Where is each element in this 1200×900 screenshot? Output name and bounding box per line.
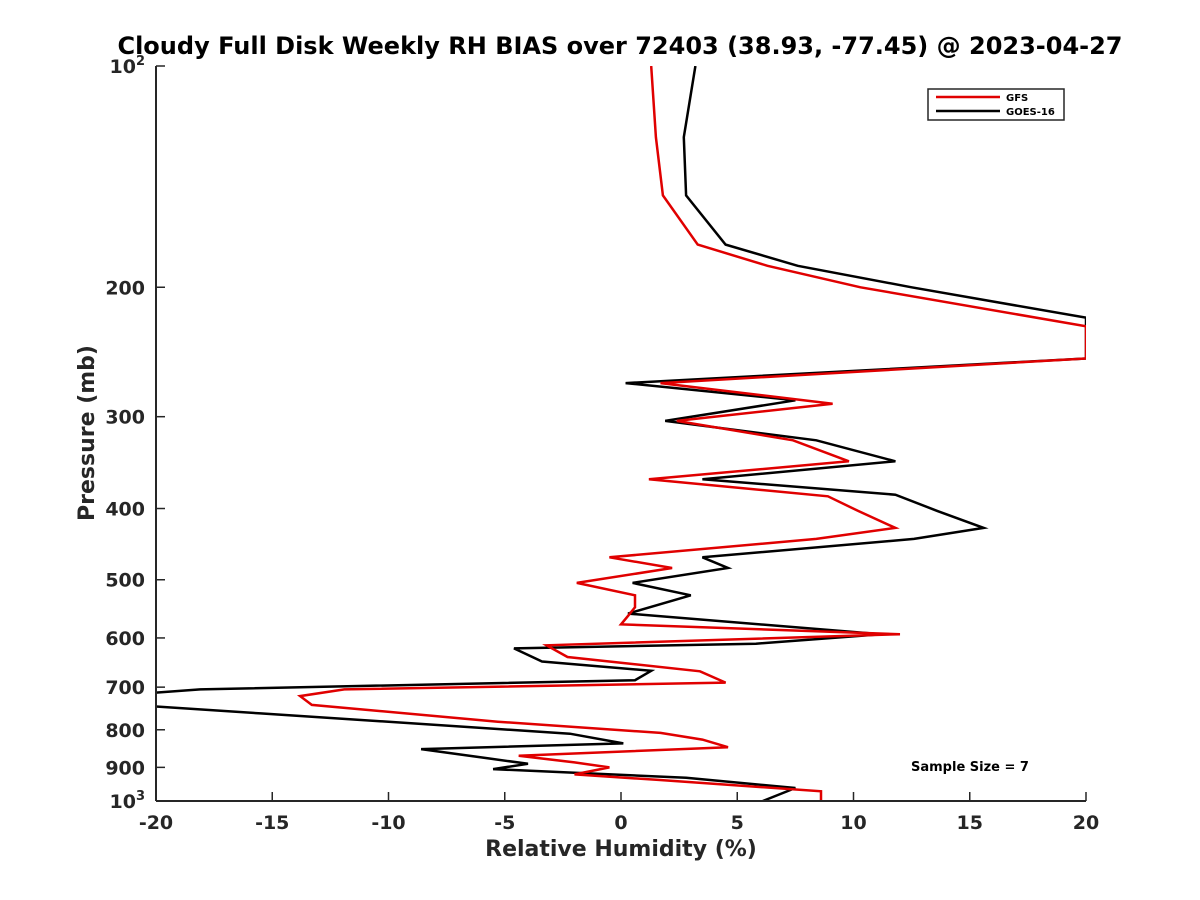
series-line-goes16 xyxy=(156,66,1086,801)
y-tick-label: 200 xyxy=(105,277,145,299)
plot-lines xyxy=(156,66,1086,801)
x-tick-label: 0 xyxy=(614,812,627,834)
series-line-gfs xyxy=(296,66,1086,801)
y-tick-label: 800 xyxy=(105,720,145,742)
y-tick-label: 103 xyxy=(110,789,146,813)
x-tick-label: 5 xyxy=(731,812,744,834)
y-tick-label: 600 xyxy=(105,628,145,650)
x-axis-label: Relative Humidity (%) xyxy=(485,837,757,862)
legend-label-gfs: GFS xyxy=(1006,93,1028,104)
y-tick-label: 500 xyxy=(105,570,145,592)
x-tick-label: -20 xyxy=(139,812,173,834)
x-axis-ticks: -20 -15 -10 -5 0 5 10 15 20 xyxy=(139,792,1099,834)
x-tick-label: -5 xyxy=(494,812,515,834)
sample-size-annotation: Sample Size = 7 xyxy=(911,760,1029,775)
chart-title: Cloudy Full Disk Weekly RH BIAS over 724… xyxy=(117,32,1122,60)
legend: GFS GOES-16 xyxy=(927,88,1065,121)
x-tick-label: -15 xyxy=(255,812,289,834)
x-tick-label: -10 xyxy=(371,812,405,834)
y-tick-label: 400 xyxy=(105,499,145,521)
x-tick-label: 20 xyxy=(1073,812,1099,834)
legend-label-goes16: GOES-16 xyxy=(1006,107,1055,118)
y-axis-ticks: 102 200 300 400 500 600 700 800 900 103 xyxy=(105,54,165,813)
x-tick-label: 10 xyxy=(840,812,866,834)
x-tick-label: 15 xyxy=(957,812,983,834)
y-axis-label: Pressure (mb) xyxy=(75,345,100,521)
y-tick-label: 700 xyxy=(105,677,145,699)
y-tick-label: 102 xyxy=(110,54,146,78)
legend-box xyxy=(927,88,1065,121)
y-tick-label: 300 xyxy=(105,407,145,429)
y-tick-label: 900 xyxy=(105,757,145,779)
